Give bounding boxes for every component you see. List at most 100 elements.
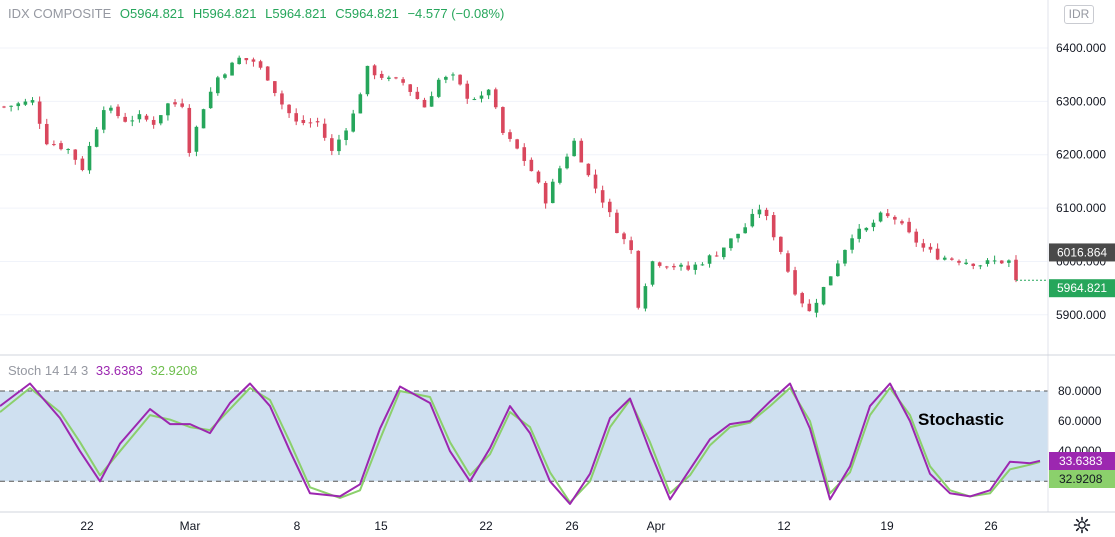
stoch-k-value: 33.6383 xyxy=(95,363,143,378)
candle-body xyxy=(750,213,755,227)
candle-body xyxy=(44,123,49,145)
candle xyxy=(693,262,698,275)
candle-body xyxy=(493,89,498,108)
candle xyxy=(950,257,954,261)
candle xyxy=(223,73,227,80)
price-grid xyxy=(0,47,1048,316)
time-tick-label: Apr xyxy=(647,519,666,533)
gear-icon[interactable] xyxy=(1073,516,1091,534)
candle-body xyxy=(379,73,384,78)
legend-header: IDX COMPOSITE O5964.821 H5964.821 L5964.… xyxy=(8,6,509,21)
high-value: H5964.821 xyxy=(192,6,257,21)
candle-body xyxy=(622,233,626,240)
candle-body xyxy=(101,110,106,130)
candle-body xyxy=(964,262,968,264)
candle-body xyxy=(757,209,762,215)
candle xyxy=(593,169,598,194)
candle xyxy=(379,70,384,81)
candle xyxy=(771,212,776,241)
candle xyxy=(258,59,263,70)
candle-body xyxy=(265,66,270,81)
candle xyxy=(522,143,527,166)
candle-body xyxy=(230,62,234,76)
candle-body xyxy=(999,260,1004,264)
currency-button[interactable]: IDR xyxy=(1064,5,1094,24)
candle-body xyxy=(942,257,947,260)
candle xyxy=(828,276,833,286)
candle-body xyxy=(308,122,313,124)
low-value: L5964.821 xyxy=(265,6,327,21)
stoch-tick-label: 60.0000 xyxy=(1058,414,1102,428)
candle xyxy=(59,140,63,151)
candle xyxy=(37,96,42,129)
candle xyxy=(586,163,591,177)
candle xyxy=(280,90,284,110)
candle-body xyxy=(800,293,804,304)
candle-body xyxy=(593,174,598,189)
candle xyxy=(401,77,405,86)
candle-body xyxy=(408,84,413,92)
candle-body xyxy=(130,120,135,122)
candle xyxy=(173,99,177,107)
candle xyxy=(422,97,427,108)
candle xyxy=(643,283,648,312)
candlestick-series xyxy=(2,55,1018,318)
candle-body xyxy=(971,263,976,266)
candle-body xyxy=(985,260,990,264)
candle xyxy=(992,255,997,265)
time-axis[interactable]: 22 Mar 8 15 22 26 Apr 12 19 26 xyxy=(80,519,998,533)
candle xyxy=(622,231,626,245)
candle-body xyxy=(736,233,740,239)
candle-body xyxy=(793,270,797,295)
candle-body xyxy=(779,236,783,252)
candle-body xyxy=(558,168,562,183)
candle xyxy=(9,105,13,112)
candle xyxy=(885,208,890,218)
candle-body xyxy=(957,260,961,263)
candle xyxy=(515,138,519,150)
candle-body xyxy=(857,228,862,239)
candle xyxy=(565,153,569,170)
candle xyxy=(415,86,420,100)
candle-body xyxy=(992,260,997,262)
stoch-tick-label: 80.0000 xyxy=(1058,384,1102,398)
price-axis[interactable]: 6400.0006300.0006200.0006100.0006000.000… xyxy=(1056,41,1106,322)
candle xyxy=(736,233,740,243)
candle xyxy=(821,286,826,306)
candle xyxy=(265,66,270,81)
candle-body xyxy=(87,145,92,171)
candle-body xyxy=(878,212,883,222)
candle xyxy=(458,74,462,86)
symbol-name[interactable]: IDX COMPOSITE xyxy=(8,6,112,21)
candle xyxy=(237,55,241,65)
candle xyxy=(679,262,683,271)
candle-body xyxy=(893,216,897,220)
candle xyxy=(123,112,127,123)
candle xyxy=(928,243,933,253)
price-tick-label: 6400.000 xyxy=(1056,41,1106,55)
candle-body xyxy=(729,238,733,249)
candle-body xyxy=(137,114,142,120)
candle-body xyxy=(807,303,812,312)
price-tick-label: 6200.000 xyxy=(1056,148,1106,162)
candle xyxy=(87,141,92,174)
candle-body xyxy=(636,250,641,308)
candle-body xyxy=(672,265,676,268)
candle xyxy=(607,198,612,218)
candle xyxy=(130,115,135,127)
candle xyxy=(558,165,562,185)
candle xyxy=(893,215,897,225)
candle-body xyxy=(657,262,662,266)
candle-body xyxy=(707,255,712,264)
candle-body xyxy=(921,243,926,248)
candle xyxy=(301,115,306,126)
candle-body xyxy=(59,143,63,150)
candle-body xyxy=(843,249,847,264)
candle xyxy=(543,181,548,209)
candle-body xyxy=(415,91,420,100)
candle-body xyxy=(116,106,120,117)
candle-body xyxy=(615,212,619,234)
stoch-name[interactable]: Stoch 14 14 3 xyxy=(8,363,89,378)
